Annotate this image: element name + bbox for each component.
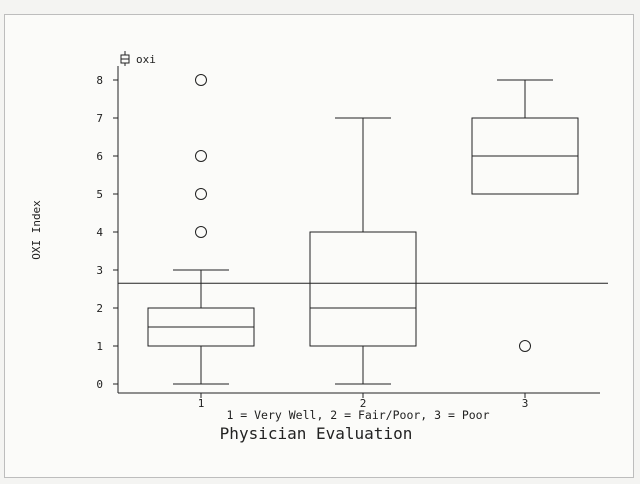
- x-ticks: 1 2 3: [198, 393, 529, 410]
- legend: oxi: [120, 51, 156, 66]
- outlier-point: [195, 188, 207, 200]
- y-tick-label: 1: [96, 340, 103, 353]
- y-tick-label: 7: [96, 112, 103, 125]
- outlier-point: [195, 150, 207, 162]
- outlier-point: [519, 340, 531, 352]
- y-tick-label: 0: [96, 378, 103, 391]
- legend-label: oxi: [136, 53, 156, 66]
- x-tick-label: 2: [360, 397, 367, 410]
- box-1: [147, 74, 255, 385]
- x-tick-label: 3: [522, 397, 529, 410]
- y-axis-label: OXI Index: [30, 200, 43, 260]
- box-body: [309, 231, 417, 347]
- x-tick-label: 1: [198, 397, 205, 410]
- boxes: [147, 74, 579, 385]
- outlier-point: [195, 226, 207, 238]
- legend-box-icon: [120, 51, 130, 66]
- x-axis-sublabel: 1 = Very Well, 2 = Fair/Poor, 3 = Poor: [226, 408, 489, 422]
- outlier-point: [195, 74, 207, 86]
- y-tick-label: 2: [96, 302, 103, 315]
- chart-frame: [4, 14, 634, 478]
- y-ticks: 0 1 2 3 4 5 6 7 8: [96, 74, 118, 391]
- box-2: [309, 117, 417, 385]
- y-tick-label: 6: [96, 150, 103, 163]
- y-tick-label: 5: [96, 188, 103, 201]
- y-tick-label: 4: [96, 226, 103, 239]
- x-axis-label: Physician Evaluation: [220, 424, 413, 443]
- y-tick-label: 3: [96, 264, 103, 277]
- box-3: [471, 79, 579, 352]
- y-tick-label: 8: [96, 74, 103, 87]
